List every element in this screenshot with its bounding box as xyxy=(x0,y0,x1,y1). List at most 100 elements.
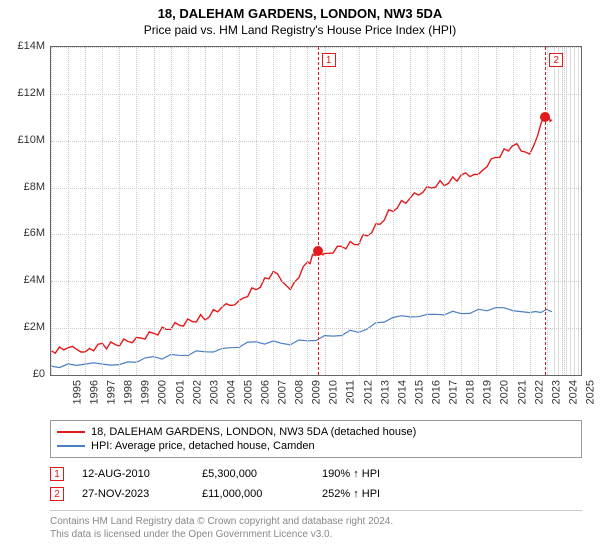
gridline-vertical xyxy=(427,47,428,375)
gridline-vertical xyxy=(188,47,189,375)
gridline-vertical xyxy=(239,47,240,375)
y-axis-tick-label: £6M xyxy=(5,227,45,239)
y-axis-tick-label: £0 xyxy=(5,368,45,380)
x-axis-tick-label: 2015 xyxy=(413,380,425,404)
y-axis-tick-label: £2M xyxy=(5,321,45,333)
gridline-vertical xyxy=(205,47,206,375)
x-axis-tick-label: 2019 xyxy=(482,380,494,404)
sale-marker-box: 2 xyxy=(50,487,64,501)
x-axis-tick-label: 2004 xyxy=(225,380,237,404)
x-axis-tick-label: 2009 xyxy=(311,380,323,404)
gridline-vertical xyxy=(513,47,514,375)
gridline-vertical xyxy=(359,47,360,375)
gridline-vertical xyxy=(376,47,377,375)
gridline-vertical xyxy=(171,47,172,375)
sale-date: 27-NOV-2023 xyxy=(82,488,202,500)
legend-row: 18, DALEHAM GARDENS, LONDON, NW3 5DA (de… xyxy=(57,425,575,439)
sale-row: 2 27-NOV-2023 £11,000,000 252% ↑ HPI xyxy=(50,484,582,504)
sale-marker-box: 1 xyxy=(50,467,64,481)
gridline-vertical xyxy=(461,47,462,375)
gridline-vertical xyxy=(547,47,548,375)
sale-event-vline xyxy=(318,47,319,375)
footer-line-2: This data is licensed under the Open Gov… xyxy=(50,528,582,541)
gridline-vertical xyxy=(256,47,257,375)
chart-plot-area: 12 xyxy=(50,46,582,376)
x-axis-tick-label: 2012 xyxy=(362,380,374,404)
y-axis-tick-label: £12M xyxy=(5,87,45,99)
x-axis-tick-label: 2016 xyxy=(431,380,443,404)
sale-price: £5,300,000 xyxy=(202,468,322,480)
x-axis-tick-label: 2021 xyxy=(516,380,528,404)
sale-vs-hpi: 190% ↑ HPI xyxy=(322,468,442,480)
sale-date: 12-AUG-2010 xyxy=(82,468,202,480)
x-axis-tick-label: 1999 xyxy=(140,380,152,404)
legend-swatch xyxy=(57,445,85,447)
legend-swatch xyxy=(57,431,85,433)
x-axis-tick-label: 2023 xyxy=(550,380,562,404)
x-axis-tick-label: 2018 xyxy=(465,380,477,404)
sale-event-vline xyxy=(545,47,546,375)
footer-attribution: Contains HM Land Registry data © Crown c… xyxy=(50,510,582,541)
x-axis-tick-label: 2005 xyxy=(242,380,254,404)
gridline-horizontal xyxy=(51,281,581,282)
gridline-vertical xyxy=(51,47,52,375)
sale-event-marker-box: 2 xyxy=(549,53,563,67)
y-axis-tick-label: £4M xyxy=(5,274,45,286)
future-hatch-zone xyxy=(554,47,581,375)
gridline-vertical xyxy=(307,47,308,375)
gridline-vertical xyxy=(290,47,291,375)
sale-event-dot xyxy=(540,112,550,122)
x-axis-tick-label: 2003 xyxy=(208,380,220,404)
x-axis-tick-label: 2014 xyxy=(396,380,408,404)
gridline-horizontal xyxy=(51,94,581,95)
x-axis-tick-label: 2010 xyxy=(328,380,340,404)
chart-container: 18, DALEHAM GARDENS, LONDON, NW3 5DA Pri… xyxy=(0,0,600,560)
gridline-vertical xyxy=(410,47,411,375)
x-axis-tick-label: 2013 xyxy=(379,380,391,404)
gridline-vertical xyxy=(393,47,394,375)
x-axis-tick-label: 1996 xyxy=(89,380,101,404)
sale-event-dot xyxy=(313,246,323,256)
y-axis-tick-label: £8M xyxy=(5,181,45,193)
x-axis-tick-label: 2020 xyxy=(499,380,511,404)
gridline-vertical xyxy=(325,47,326,375)
x-axis-tick-label: 1995 xyxy=(71,380,83,404)
gridline-vertical xyxy=(273,47,274,375)
gridline-vertical xyxy=(222,47,223,375)
x-axis-tick-label: 1998 xyxy=(123,380,135,404)
sale-row: 1 12-AUG-2010 £5,300,000 190% ↑ HPI xyxy=(50,464,582,484)
sale-price: £11,000,000 xyxy=(202,488,322,500)
x-axis-tick-label: 2000 xyxy=(157,380,169,404)
gridline-horizontal xyxy=(51,234,581,235)
gridline-horizontal xyxy=(51,141,581,142)
series-line xyxy=(51,308,552,368)
y-axis-tick-label: £14M xyxy=(5,40,45,52)
gridline-vertical xyxy=(444,47,445,375)
gridline-vertical xyxy=(102,47,103,375)
x-axis-tick-label: 2024 xyxy=(567,380,579,404)
gridline-vertical xyxy=(496,47,497,375)
sale-vs-hpi: 252% ↑ HPI xyxy=(322,488,442,500)
x-axis-tick-label: 2022 xyxy=(533,380,545,404)
gridline-vertical xyxy=(136,47,137,375)
title-line-2: Price paid vs. HM Land Registry's House … xyxy=(0,21,600,37)
gridline-vertical xyxy=(154,47,155,375)
gridline-vertical xyxy=(342,47,343,375)
sale-event-marker-box: 1 xyxy=(322,53,336,67)
gridline-vertical xyxy=(530,47,531,375)
footer-line-1: Contains HM Land Registry data © Crown c… xyxy=(50,515,582,528)
gridline-vertical xyxy=(85,47,86,375)
gridline-vertical xyxy=(68,47,69,375)
x-axis-tick-label: 2008 xyxy=(294,380,306,404)
title-line-1: 18, DALEHAM GARDENS, LONDON, NW3 5DA xyxy=(0,0,600,21)
x-axis-tick-label: 2001 xyxy=(174,380,186,404)
x-axis-tick-label: 2007 xyxy=(277,380,289,404)
y-axis-tick-label: £10M xyxy=(5,134,45,146)
gridline-horizontal xyxy=(51,47,581,48)
gridline-vertical xyxy=(478,47,479,375)
gridline-horizontal xyxy=(51,328,581,329)
x-axis-tick-label: 2006 xyxy=(260,380,272,404)
x-axis-tick-label: 1997 xyxy=(106,380,118,404)
x-axis-tick-label: 2017 xyxy=(448,380,460,404)
x-axis-tick-label: 2011 xyxy=(344,380,356,404)
